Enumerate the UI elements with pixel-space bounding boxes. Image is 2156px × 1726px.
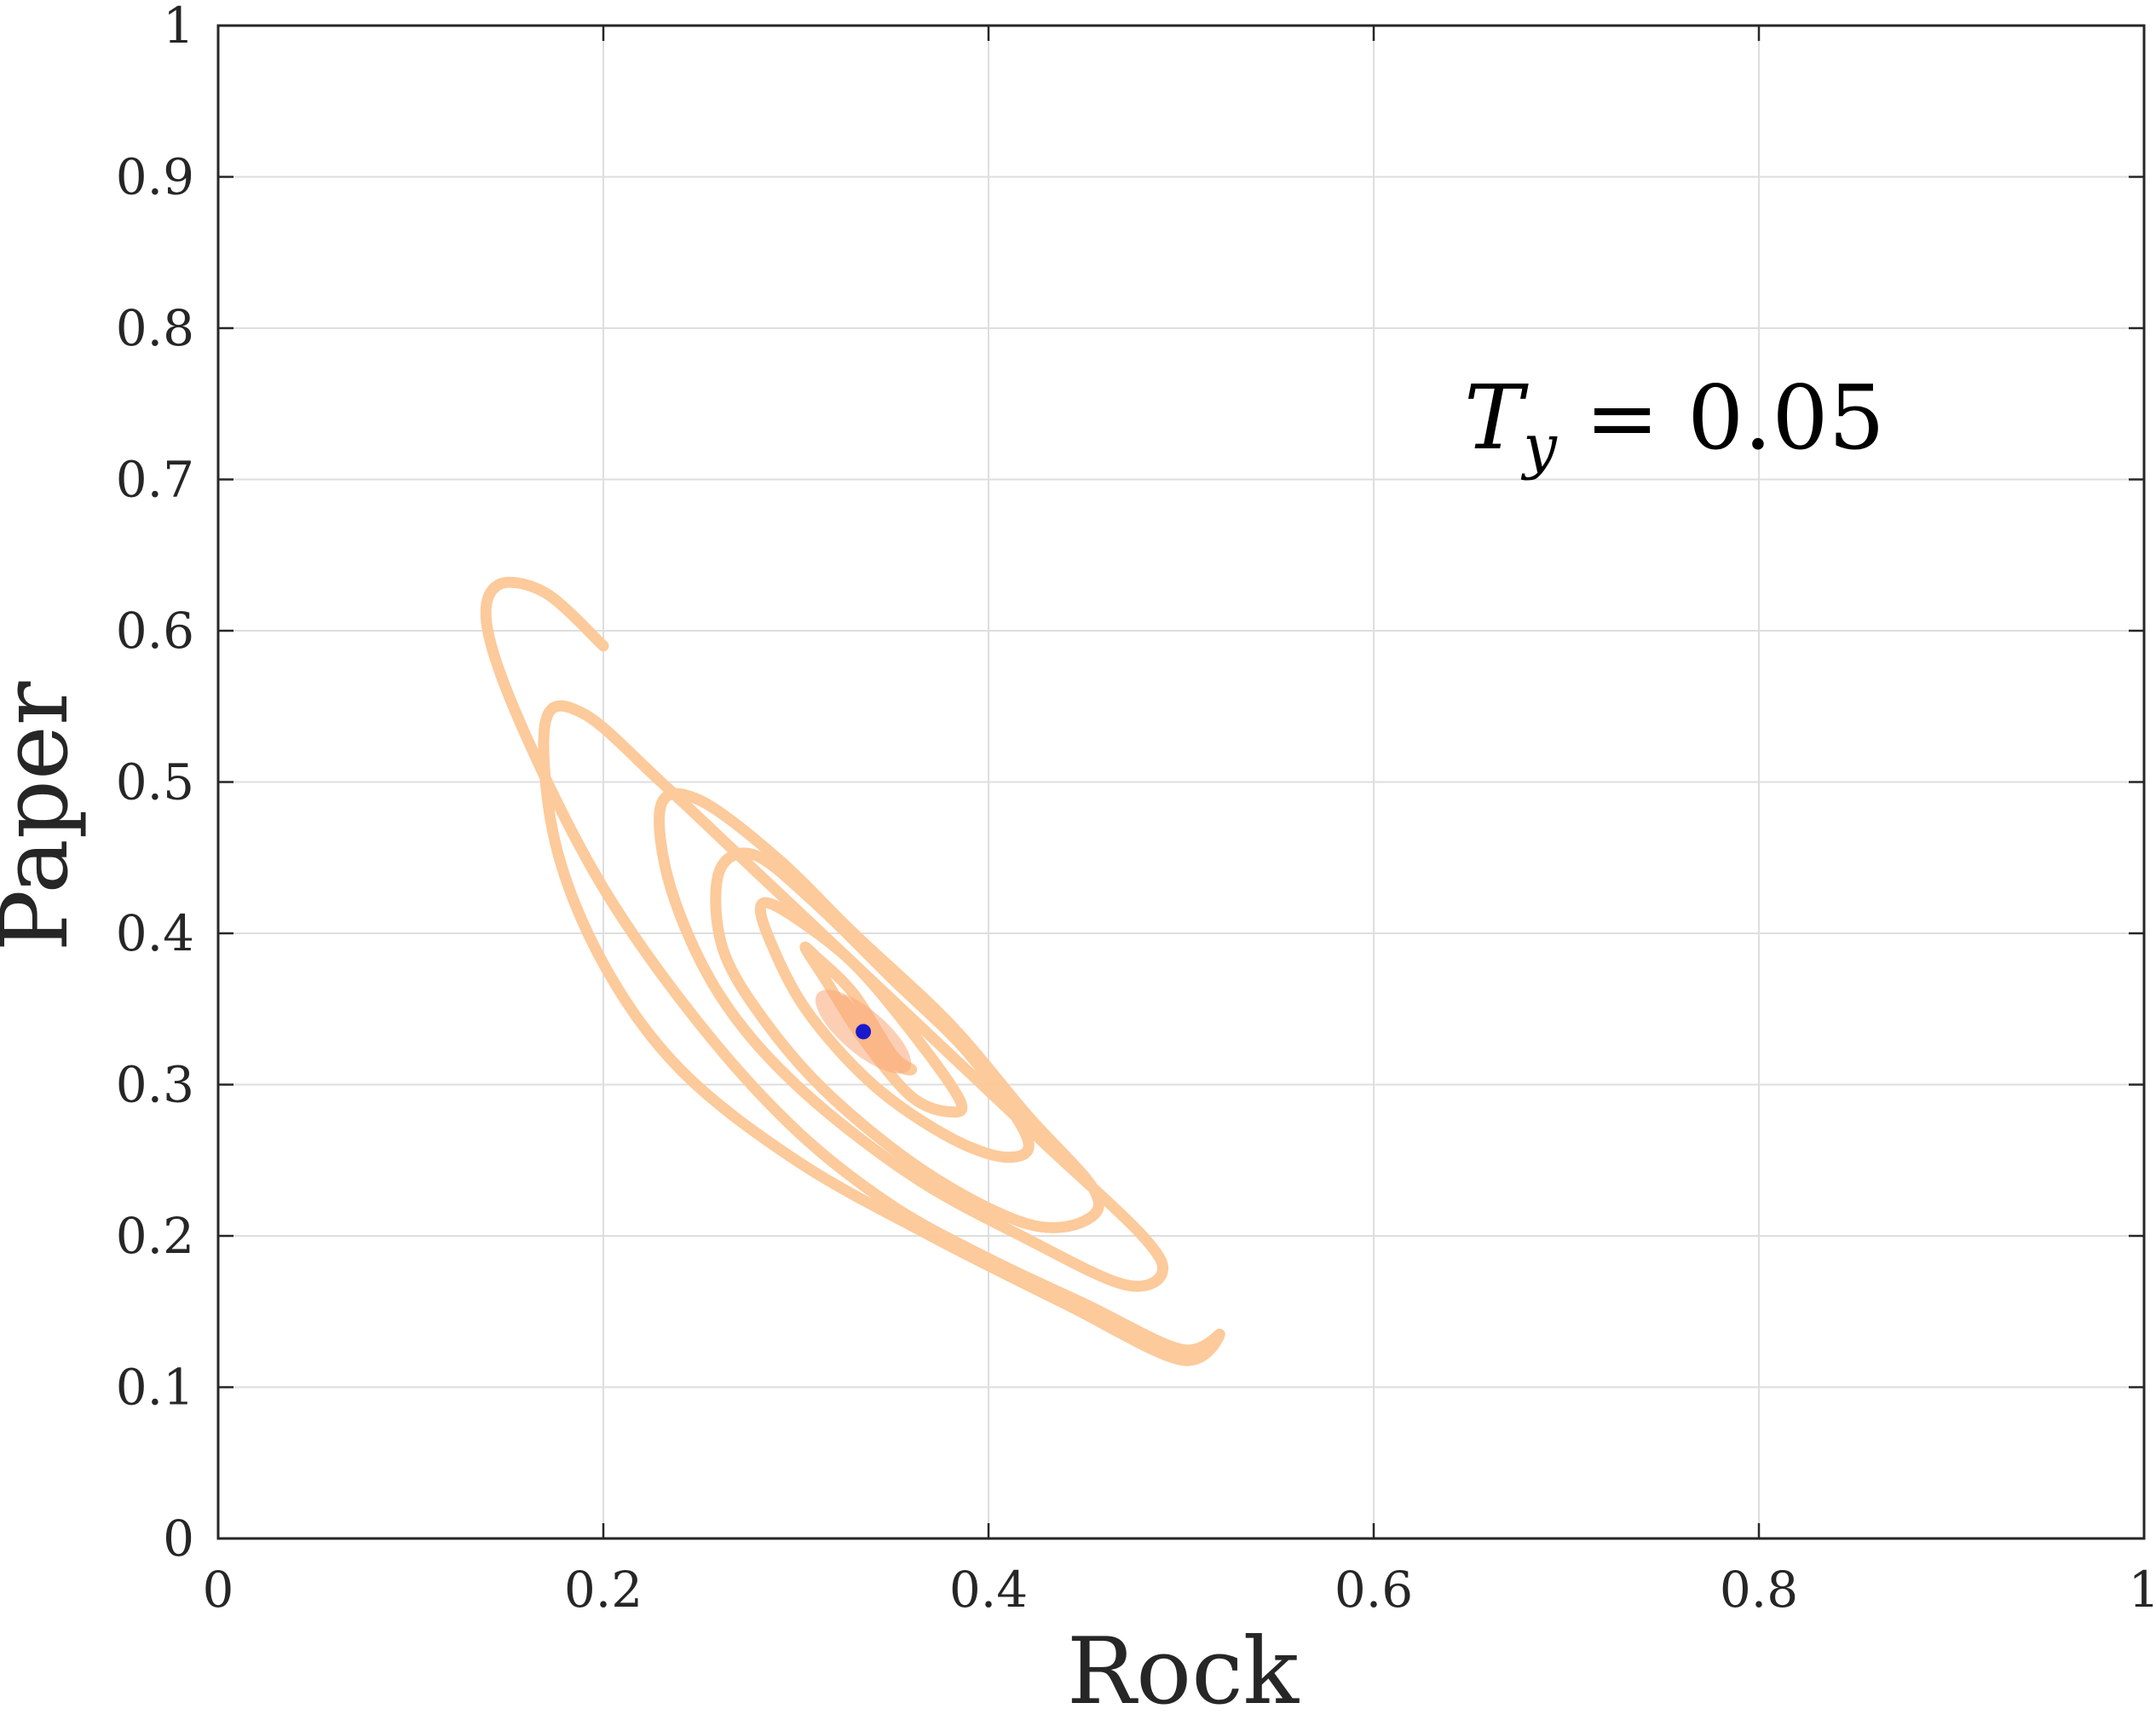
svg-text:Ty = 0.05: Ty = 0.05 bbox=[1464, 366, 1885, 482]
annotation-value: = 0.05 bbox=[1557, 366, 1885, 470]
axes-box bbox=[216, 24, 2146, 1540]
y-tick-label: 0.2 bbox=[116, 1207, 194, 1265]
equilibrium-point-0 bbox=[856, 1024, 872, 1040]
y-tick-label: 0.7 bbox=[116, 451, 194, 509]
annotation-main: T bbox=[1464, 366, 1529, 470]
x-axis-label: Rock bbox=[1067, 1619, 1300, 1722]
trajectory-line-0 bbox=[480, 576, 1225, 1366]
x-tick-label: 1 bbox=[2129, 1561, 2156, 1619]
y-tick-label: 0.4 bbox=[116, 904, 194, 962]
annotation-subscript: y bbox=[1520, 412, 1558, 482]
y-tick-label: 0.1 bbox=[116, 1359, 194, 1417]
y-tick-label: 1 bbox=[163, 0, 194, 55]
grid-lines bbox=[218, 26, 2144, 1538]
y-tick-label: 0.6 bbox=[116, 602, 194, 660]
x-tick-label: 0.4 bbox=[949, 1561, 1028, 1619]
tick-labels: 0 0.2 0.4 0.6 0.8 1 0 0.1 0.2 0.3 0.4 0.5 0.6 0.7 0.8 0… bbox=[116, 0, 2156, 1619]
y-tick-label: 0.9 bbox=[116, 148, 194, 206]
annotation: Ty = 0.05 bbox=[1464, 366, 1885, 482]
x-tick-label: 0.6 bbox=[1335, 1561, 1413, 1619]
y-tick-label: 0 bbox=[163, 1510, 194, 1567]
x-tick-label: 0 bbox=[203, 1561, 234, 1619]
plot-frame bbox=[216, 24, 2146, 1540]
equilibrium-layer bbox=[856, 1024, 872, 1040]
y-axis-label: Paper bbox=[0, 681, 89, 951]
x-tick-label: 0.2 bbox=[564, 1561, 643, 1619]
y-tick-label: 0.8 bbox=[116, 299, 194, 357]
y-tick-label: 0.5 bbox=[116, 753, 194, 811]
y-tick-label: 0.3 bbox=[116, 1056, 194, 1114]
x-tick-label: 0.8 bbox=[1720, 1561, 1798, 1619]
